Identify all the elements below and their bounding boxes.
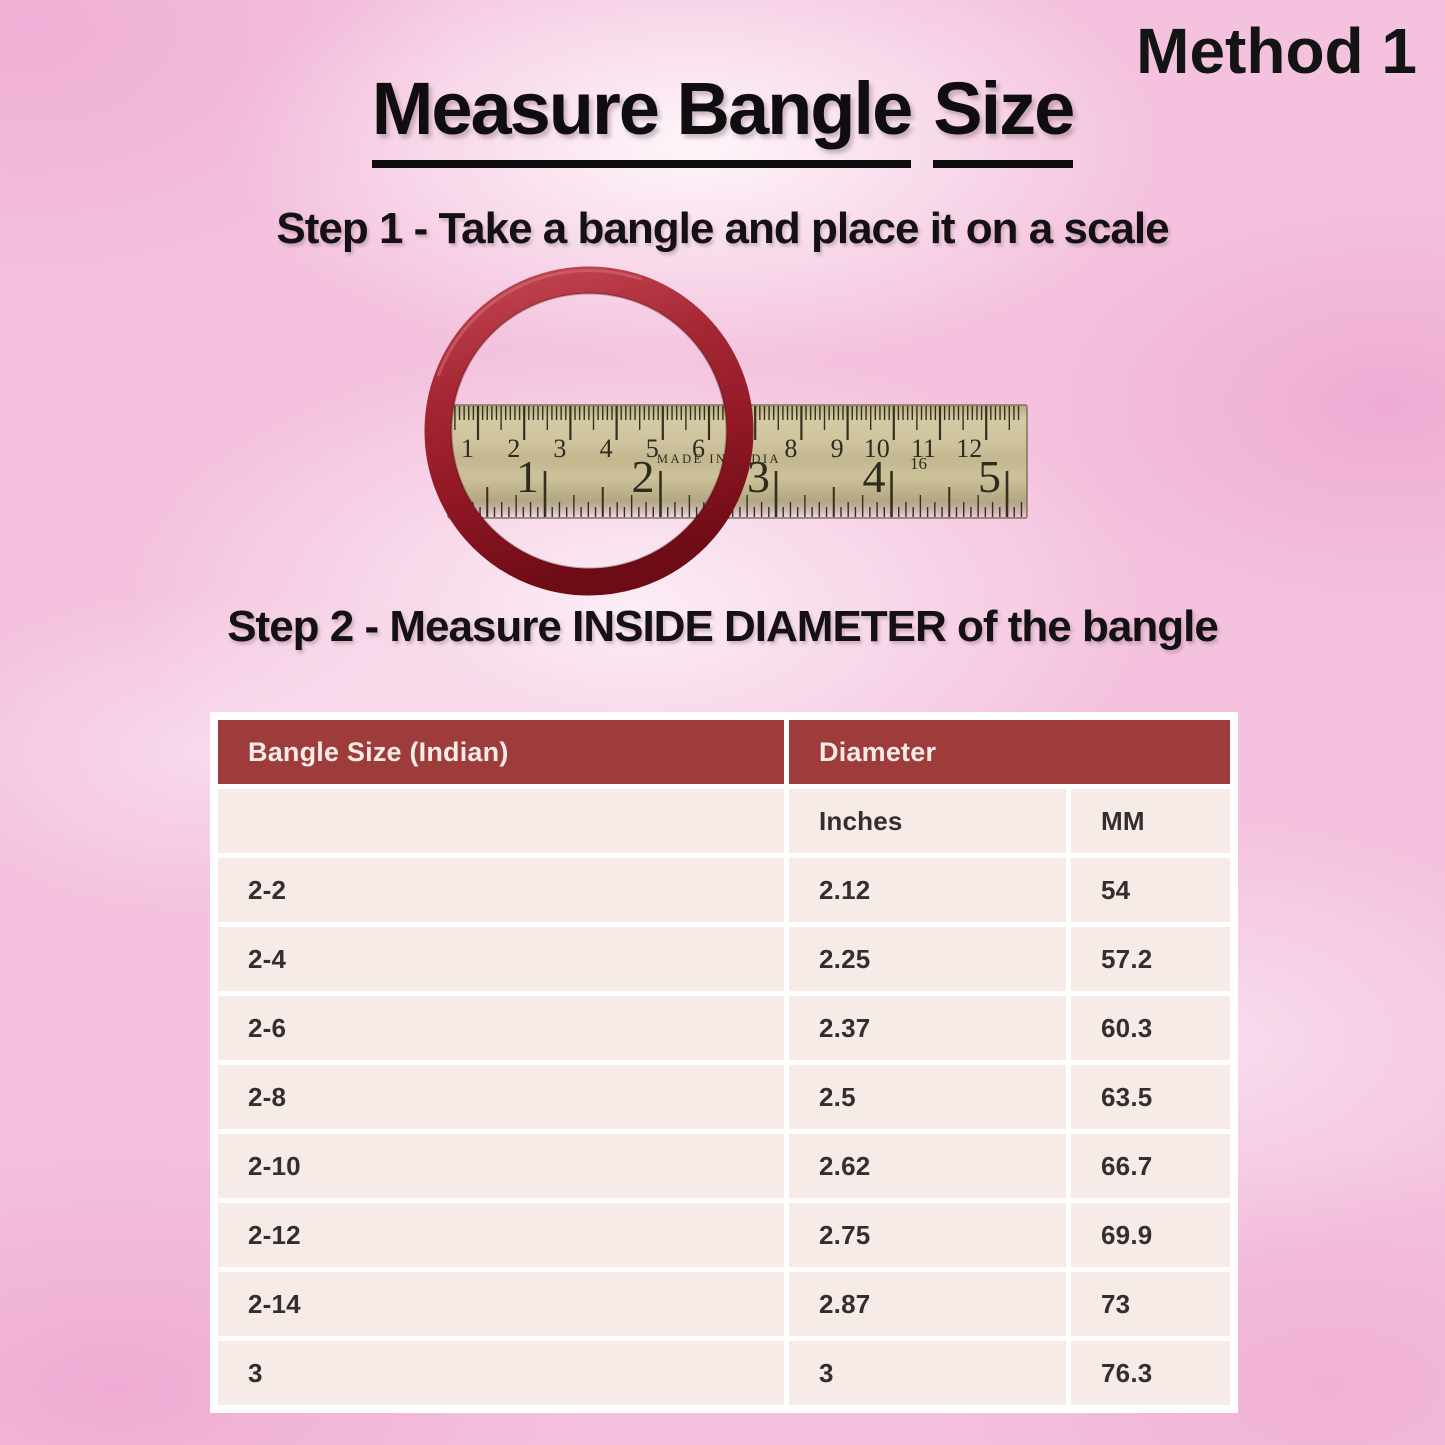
ruler-number: 1 — [461, 434, 474, 463]
row-inches-cell: 2.25 — [789, 927, 1066, 991]
row-mm-cell: 76.3 — [1071, 1341, 1230, 1405]
page-title-segment-1: Measure Bangle — [371, 66, 913, 168]
column-header-bangle-size: Bangle Size (Indian) — [218, 720, 784, 784]
row-size-cell: 2-4 — [218, 927, 784, 991]
ruler-made-in-india-text: MADE IN INDIA — [657, 452, 781, 466]
step2-heading: Step 2 - Measure INSIDE DIAMETER of the … — [227, 602, 1219, 651]
row-size-cell: 2-2 — [218, 858, 784, 922]
row-inches-cell: 2.75 — [789, 1203, 1066, 1267]
page-title-segment-2: Size — [933, 66, 1075, 168]
ruler-number: 6 — [692, 434, 705, 463]
ruler-number: 2 — [632, 451, 655, 502]
row-size-cell: 2-6 — [218, 996, 784, 1060]
row-inches-cell: 2.87 — [789, 1272, 1066, 1336]
row-mm-cell: 54 — [1071, 858, 1230, 922]
row-size-cell: 2-12 — [218, 1203, 784, 1267]
ruler-number: 5 — [646, 434, 659, 463]
row-inches-cell: 2.37 — [789, 996, 1066, 1060]
row-mm-cell: 63.5 — [1071, 1065, 1230, 1129]
page-title: Measure Bangle Size — [0, 66, 1445, 168]
ruler-number: 5 — [978, 451, 1001, 502]
row-size-cell: 2-14 — [218, 1272, 784, 1336]
row-size-cell: 2-10 — [218, 1134, 784, 1198]
ruler-number: 4 — [600, 434, 613, 463]
ruler-number: 2 — [507, 434, 520, 463]
subheader-empty-cell — [218, 789, 784, 853]
step1-heading: Step 1 - Take a bangle and place it on a… — [276, 204, 1169, 253]
ruler-tick-marks — [449, 406, 1023, 517]
row-inches-cell: 3 — [789, 1341, 1066, 1405]
ruler-number: 10 — [864, 434, 890, 463]
row-inches-cell: 2.5 — [789, 1065, 1066, 1129]
ruler-number: 8 — [784, 434, 797, 463]
subheader-inches: Inches — [789, 789, 1066, 853]
ruler-number: 1 — [516, 451, 539, 502]
row-mm-cell: 60.3 — [1071, 996, 1230, 1060]
ruler-number: 3 — [553, 434, 566, 463]
row-size-cell: 2-8 — [218, 1065, 784, 1129]
row-mm-cell: 69.9 — [1071, 1203, 1230, 1267]
size-chart-table: Bangle Size (Indian) Diameter Inches MM … — [210, 712, 1238, 1413]
row-mm-cell: 66.7 — [1071, 1134, 1230, 1198]
row-inches-cell: 2.62 — [789, 1134, 1066, 1198]
ruler-number: 9 — [831, 434, 844, 463]
ruler-sixteenth-label: 16 — [910, 454, 927, 473]
row-mm-cell: 57.2 — [1071, 927, 1230, 991]
ruler-number: 12 — [956, 434, 982, 463]
subheader-mm: MM — [1071, 789, 1230, 853]
column-header-diameter: Diameter — [789, 720, 1230, 784]
ruler-number: 4 — [863, 451, 886, 502]
row-inches-cell: 2.12 — [789, 858, 1066, 922]
ruler-number: 11 — [911, 434, 936, 463]
row-size-cell: 3 — [218, 1341, 784, 1405]
row-mm-cell: 73 — [1071, 1272, 1230, 1336]
method-label: Method 1 — [1136, 15, 1417, 87]
red-bangle — [424, 266, 754, 596]
bangle-on-ruler-photo: 1 2 3 4 5 6 7 8 9 10 11 121 2 3 4 5 MADE IN INDIA 16 — [424, 266, 1028, 596]
ruler-number: 3 — [747, 451, 770, 502]
